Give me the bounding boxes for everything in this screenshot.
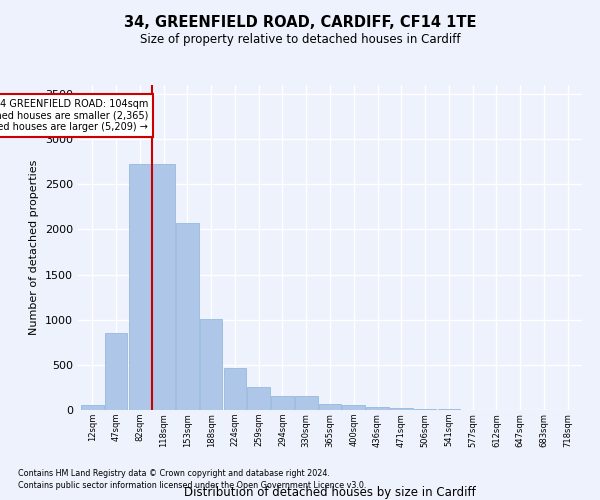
Text: 34, GREENFIELD ROAD, CARDIFF, CF14 1TE: 34, GREENFIELD ROAD, CARDIFF, CF14 1TE (124, 15, 476, 30)
Bar (176, 223, 199, 410)
Bar (128, 164, 151, 410)
Bar (390, 408, 413, 410)
Bar (81, 405, 104, 410)
Text: Size of property relative to detached houses in Cardiff: Size of property relative to detached ho… (140, 32, 460, 46)
Bar (152, 164, 175, 410)
Bar (247, 388, 270, 410)
Bar (271, 396, 294, 410)
Bar (437, 409, 460, 410)
Bar (295, 396, 317, 410)
Bar (200, 319, 223, 410)
Bar (366, 408, 389, 410)
Text: 34 GREENFIELD ROAD: 104sqm
← 31% of detached houses are smaller (2,365)
69% of s: 34 GREENFIELD ROAD: 104sqm ← 31% of deta… (0, 98, 148, 132)
Text: Contains public sector information licensed under the Open Government Licence v3: Contains public sector information licen… (18, 481, 367, 490)
Text: Contains HM Land Registry data © Crown copyright and database right 2024.: Contains HM Land Registry data © Crown c… (18, 468, 330, 477)
X-axis label: Distribution of detached houses by size in Cardiff: Distribution of detached houses by size … (184, 486, 476, 498)
Bar (414, 408, 436, 410)
Y-axis label: Number of detached properties: Number of detached properties (29, 160, 40, 335)
Bar (319, 404, 341, 410)
Bar (343, 405, 365, 410)
Bar (105, 334, 127, 410)
Bar (224, 368, 246, 410)
